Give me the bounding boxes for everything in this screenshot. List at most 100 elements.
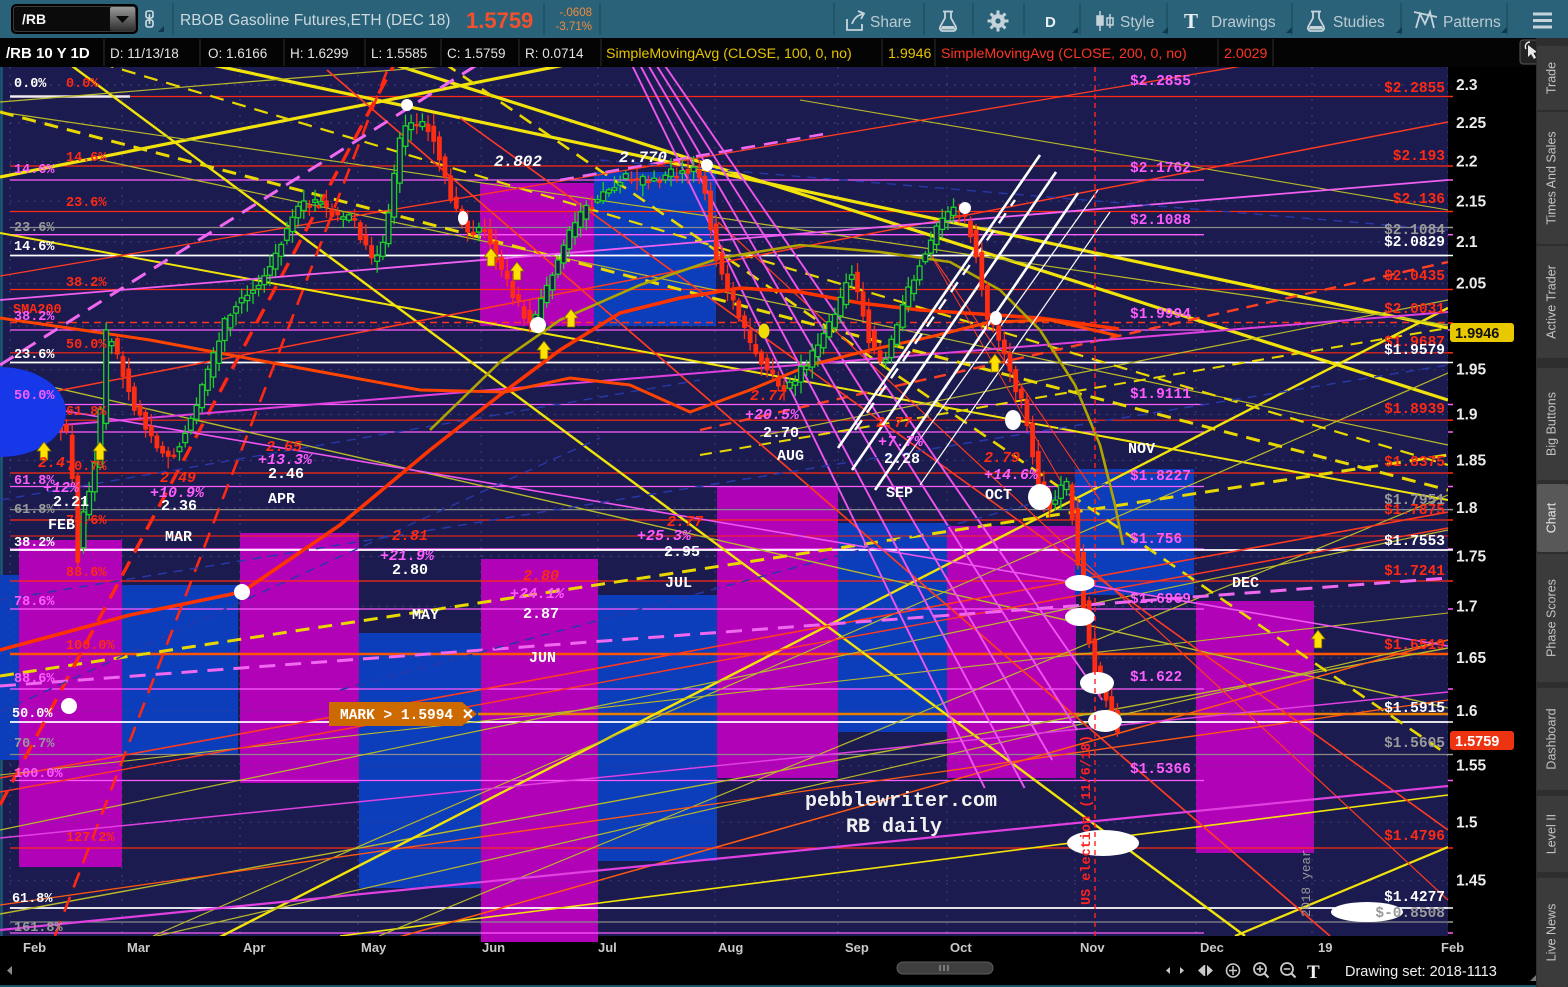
svg-text:+10.9%: +10.9%	[150, 485, 205, 502]
svg-text:70.7%: 70.7%	[14, 737, 55, 752]
svg-text:2.46: 2.46	[268, 466, 304, 483]
svg-text:$1.622: $1.622	[1130, 670, 1182, 686]
svg-text:1.5759: 1.5759	[1455, 734, 1499, 750]
svg-text:$1.6519: $1.6519	[1384, 638, 1445, 654]
svg-text:2.4: 2.4	[38, 455, 65, 472]
svg-text:1.5: 1.5	[1456, 814, 1478, 831]
svg-text:+20.5%: +20.5%	[745, 407, 800, 424]
svg-text:$1.7241: $1.7241	[1384, 564, 1445, 580]
svg-text:2.70: 2.70	[763, 425, 799, 442]
svg-text:$2.136: $2.136	[1393, 192, 1445, 208]
svg-text:$1.5915: $1.5915	[1384, 701, 1445, 717]
svg-text:T: T	[1184, 9, 1198, 33]
svg-text:+21.9%: +21.9%	[380, 548, 435, 565]
svg-text:1.8: 1.8	[1456, 500, 1478, 517]
svg-text:$2.1084: $2.1084	[1384, 223, 1445, 239]
svg-text:$2.2855: $2.2855	[1384, 81, 1445, 97]
svg-text:$1.7553: $1.7553	[1384, 534, 1445, 550]
svg-text:Nov: Nov	[1080, 940, 1105, 955]
svg-text:Times And Sales: Times And Sales	[1544, 131, 1558, 224]
svg-text:2.81: 2.81	[392, 528, 428, 545]
svg-text:1.75: 1.75	[1456, 548, 1487, 565]
svg-text:$1.9687: $1.9687	[1384, 335, 1445, 351]
svg-text:Sep: Sep	[845, 940, 869, 955]
svg-text:AUG: AUG	[777, 448, 804, 465]
svg-text:JUN: JUN	[529, 650, 556, 667]
svg-text:JUL: JUL	[665, 575, 692, 592]
svg-text:+25.3%: +25.3%	[637, 528, 692, 545]
svg-text:23.6%: 23.6%	[66, 196, 107, 211]
svg-text:Feb: Feb	[1441, 940, 1464, 955]
svg-text:61.8%: 61.8%	[14, 503, 55, 518]
svg-text:SimpleMovingAvg (CLOSE, 100, 0: SimpleMovingAvg (CLOSE, 100, 0, no)	[606, 46, 852, 62]
svg-text:2.05: 2.05	[1456, 275, 1487, 292]
svg-text:+14.6%: +14.6%	[984, 467, 1039, 484]
svg-text:$1.4277: $1.4277	[1384, 890, 1445, 906]
svg-text:161.8%: 161.8%	[14, 921, 64, 936]
svg-text:Active Trader: Active Trader	[1544, 265, 1558, 339]
svg-text:Studies: Studies	[1333, 14, 1385, 31]
svg-text:2.49: 2.49	[160, 470, 196, 487]
svg-text:Feb: Feb	[23, 940, 46, 955]
svg-text:1.9946: 1.9946	[888, 46, 932, 62]
svg-text:1.45: 1.45	[1456, 873, 1487, 890]
svg-text:NOV: NOV	[1128, 441, 1155, 458]
svg-text:23.6%: 23.6%	[14, 348, 55, 363]
svg-text:1.85: 1.85	[1456, 453, 1487, 470]
svg-text:Trade: Trade	[1544, 62, 1558, 94]
svg-text:2.802: 2.802	[494, 153, 542, 171]
svg-text:O: 1.6166: O: 1.6166	[208, 46, 267, 61]
svg-text:2.77: 2.77	[667, 514, 704, 531]
svg-text:Drawing set: 2018-1113: Drawing set: 2018-1113	[1345, 964, 1497, 980]
svg-text:-3.71%: -3.71%	[556, 21, 592, 33]
svg-text:+7.7%: +7.7%	[878, 434, 924, 451]
svg-text:2.25: 2.25	[1456, 115, 1487, 132]
svg-text:Big Buttons: Big Buttons	[1544, 392, 1558, 456]
svg-text:OCT: OCT	[985, 487, 1012, 504]
svg-text:D: 11/13/18: D: 11/13/18	[110, 46, 179, 61]
svg-text:70.7%: 70.7%	[66, 460, 107, 475]
svg-text:2.87: 2.87	[523, 606, 559, 623]
svg-text:2.77: 2.77	[750, 388, 787, 405]
svg-text:2.36: 2.36	[161, 498, 197, 515]
svg-text:Live News: Live News	[1544, 904, 1558, 962]
svg-text:$1.7951: $1.7951	[1384, 493, 1445, 509]
svg-text:Oct: Oct	[950, 940, 972, 955]
svg-text:38.2%: 38.2%	[66, 276, 107, 291]
svg-text:Dec: Dec	[1200, 940, 1224, 955]
svg-text:MAR: MAR	[165, 529, 192, 546]
svg-text:2.80: 2.80	[392, 562, 428, 579]
svg-text:2.3: 2.3	[1456, 77, 1478, 94]
svg-text:23.6%: 23.6%	[14, 221, 55, 236]
svg-text:/RB 10 Y 1D: /RB 10 Y 1D	[6, 45, 90, 62]
svg-text:2.95: 2.95	[664, 544, 700, 561]
svg-text:APR: APR	[268, 491, 295, 508]
svg-text:61.8%: 61.8%	[14, 474, 55, 489]
svg-text:14.6%: 14.6%	[14, 163, 55, 178]
svg-text:$1.5605: $1.5605	[1384, 736, 1445, 752]
svg-text:38.2%: 38.2%	[14, 310, 55, 325]
svg-text:Style: Style	[1120, 14, 1154, 31]
svg-text:MAY: MAY	[412, 607, 439, 624]
svg-text:RBOB Gasoline Futures,ETH (DEC: RBOB Gasoline Futures,ETH (DEC 18)	[180, 12, 450, 29]
svg-text:SMA200: SMA200	[13, 303, 62, 318]
svg-text:US election (11/6/18): US election (11/6/18)	[1080, 735, 1095, 905]
svg-text:$1.9111: $1.9111	[1130, 387, 1191, 403]
svg-text:Aug: Aug	[718, 940, 743, 955]
svg-text:Share: Share	[870, 14, 911, 31]
svg-text:$1.756: $1.756	[1130, 532, 1182, 548]
svg-text:+12%: +12%	[43, 480, 80, 497]
svg-text:38.2%: 38.2%	[14, 536, 55, 551]
svg-text:C: 1.5759: C: 1.5759	[447, 46, 506, 61]
svg-text:1.65: 1.65	[1456, 650, 1487, 667]
svg-text:$2.1088: $2.1088	[1130, 213, 1191, 229]
svg-text:2.1: 2.1	[1456, 234, 1478, 251]
svg-text:78.6%: 78.6%	[14, 595, 55, 610]
svg-text:$1.8227: $1.8227	[1130, 469, 1191, 485]
svg-text:1.5759: 1.5759	[466, 8, 533, 33]
svg-text:D: D	[1045, 14, 1056, 31]
svg-text:$2.0435: $2.0435	[1384, 269, 1445, 285]
svg-text:88.6%: 88.6%	[66, 566, 107, 581]
svg-text:1.95: 1.95	[1456, 362, 1487, 379]
svg-text:$2.0829: $2.0829	[1384, 235, 1445, 251]
